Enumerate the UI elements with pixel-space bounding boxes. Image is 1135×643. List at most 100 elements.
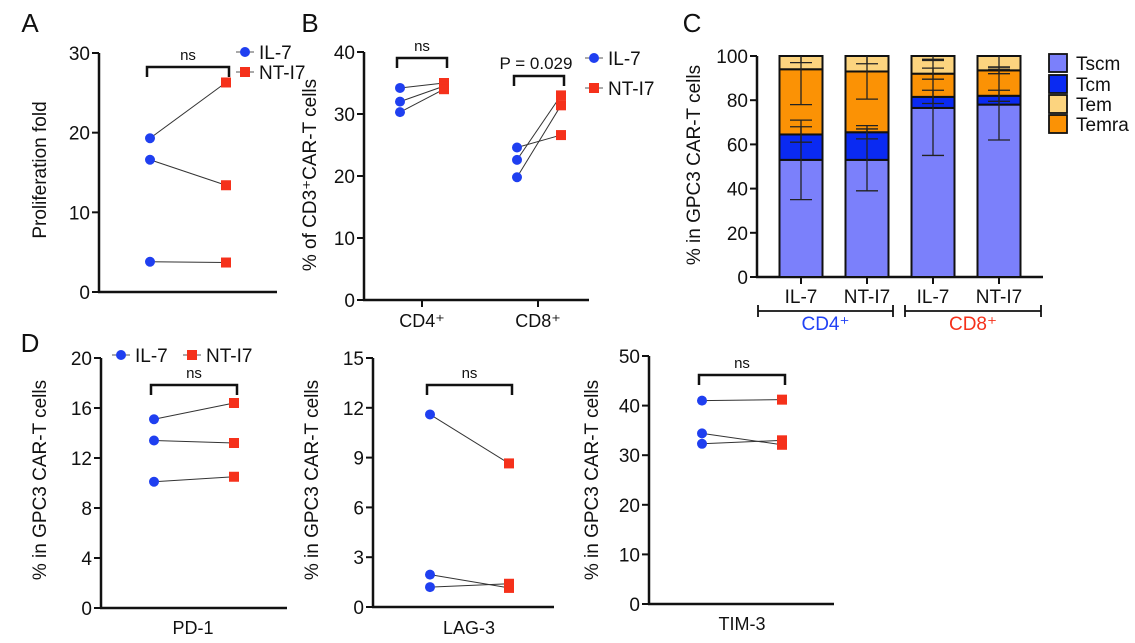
panel-D: D 0 4 8 12 16 20 % in GPC3 CAR-T cells ns PD-1 IL-… bbox=[21, 328, 287, 638]
legend-marker-nti7 bbox=[589, 83, 599, 93]
pair-line bbox=[429, 574, 510, 589]
legend-label: Tem bbox=[1076, 95, 1112, 116]
panel-A: A 0 10 20 30 Proliferation fold ns IL-7NT-I7 bbox=[21, 8, 305, 304]
panel-letter: B bbox=[301, 8, 318, 38]
bar-stack: IL-7 bbox=[910, 55, 956, 308]
legend: IL-7 NT-I7 bbox=[112, 346, 252, 367]
y-axis-label: % in GPC3 CAR-T cells bbox=[30, 380, 51, 580]
pair-line bbox=[149, 159, 227, 186]
significance-label: P = 0.029 bbox=[500, 54, 573, 73]
pair-line bbox=[399, 85, 445, 103]
pair-line bbox=[153, 440, 235, 444]
bar-stack: NT-I7 bbox=[844, 55, 890, 308]
y-tick-label: 10 bbox=[619, 545, 640, 566]
legend-marker-nti7 bbox=[187, 350, 197, 360]
group-0: ns TIM-3 bbox=[697, 355, 787, 634]
legend: IL-7NT-I7 bbox=[585, 49, 654, 100]
point-nti7 bbox=[556, 130, 566, 141]
legend-label: NT-I7 bbox=[206, 346, 252, 367]
x-tick-label: NT-I7 bbox=[976, 287, 1022, 308]
group-0: ns bbox=[145, 47, 231, 268]
bar-stack: IL-7 bbox=[778, 55, 824, 308]
y-axis-label: % in GPC3 CAR-T cells bbox=[684, 65, 705, 265]
y-tick-label: 60 bbox=[727, 135, 748, 156]
pair-line bbox=[701, 432, 783, 446]
x-axis-label: LAG-3 bbox=[443, 618, 495, 638]
y-tick-label: 20 bbox=[619, 496, 640, 517]
pair-line bbox=[399, 88, 445, 113]
point-nti7 bbox=[229, 398, 239, 408]
significance-bracket bbox=[145, 65, 231, 77]
point-il7 bbox=[697, 395, 707, 406]
y-tick-label: 40 bbox=[727, 180, 748, 201]
y-tick-label: 30 bbox=[334, 105, 355, 126]
point-il7 bbox=[149, 476, 159, 487]
y-axis-label: % in GPC3 CAR-T cells bbox=[582, 380, 603, 580]
point-il7 bbox=[425, 409, 435, 420]
point-il7 bbox=[512, 172, 522, 183]
point-il7 bbox=[512, 142, 522, 153]
point-il7 bbox=[149, 435, 159, 446]
significance-label: ns bbox=[462, 365, 478, 382]
pair-line bbox=[153, 402, 235, 420]
point-nti7 bbox=[439, 84, 449, 95]
pair-line bbox=[153, 476, 235, 483]
legend-label: Tscm bbox=[1076, 54, 1120, 75]
legend-swatch bbox=[1048, 94, 1068, 114]
group-label: CD8⁺ bbox=[949, 314, 997, 335]
y-tick-label: 3 bbox=[353, 548, 364, 569]
point-il7 bbox=[145, 256, 155, 267]
x-axis-label: PD-1 bbox=[172, 618, 213, 638]
y-tick-label: 0 bbox=[353, 598, 364, 619]
y-tick-label: 0 bbox=[737, 268, 748, 289]
y-tick-label: 0 bbox=[344, 291, 355, 312]
point-nti7 bbox=[221, 257, 231, 268]
pair-line bbox=[701, 439, 783, 445]
point-il7 bbox=[512, 154, 522, 165]
legend-swatch bbox=[1048, 53, 1068, 73]
legend: IL-7NT-I7 bbox=[236, 43, 305, 84]
pair-line bbox=[516, 95, 562, 161]
y-tick-label: 0 bbox=[79, 283, 90, 304]
y-tick-label: 30 bbox=[69, 44, 90, 65]
panel-C: C 0 20 40 60 80 100 % in GPC3 CAR-T cells IL-7 NT… bbox=[683, 8, 1130, 335]
point-il7 bbox=[395, 96, 405, 107]
group-bracket bbox=[757, 305, 894, 317]
point-il7 bbox=[697, 428, 707, 439]
significance-bracket bbox=[395, 56, 449, 68]
y-axis-label: % in GPC3 CAR-T cells bbox=[302, 380, 323, 580]
x-tick-label: IL-7 bbox=[785, 287, 818, 308]
significance-label: ns bbox=[734, 355, 750, 372]
point-nti7 bbox=[221, 180, 231, 191]
point-il7 bbox=[697, 438, 707, 449]
significance-bracket bbox=[697, 373, 787, 385]
legend-swatch bbox=[1048, 114, 1068, 134]
y-tick-label: 30 bbox=[619, 446, 640, 467]
point-nti7 bbox=[221, 77, 231, 88]
pair-line bbox=[149, 82, 227, 139]
point-il7 bbox=[395, 82, 405, 93]
y-tick-label: 10 bbox=[334, 229, 355, 250]
group-label: CD4⁺ bbox=[801, 314, 849, 335]
y-tick-label: 12 bbox=[343, 399, 364, 420]
pair-line bbox=[399, 82, 445, 89]
point-il7 bbox=[395, 107, 405, 118]
x-tick-label: NT-I7 bbox=[844, 287, 890, 308]
legend-label: IL-7 bbox=[135, 346, 168, 367]
significance-bracket bbox=[425, 383, 514, 395]
legend-label: IL-7 bbox=[608, 49, 641, 70]
bar-stack: NT-I7 bbox=[976, 55, 1022, 308]
y-tick-label: 80 bbox=[727, 91, 748, 112]
y-tick-label: 8 bbox=[81, 499, 92, 520]
legend-swatch bbox=[1048, 74, 1068, 94]
point-il7 bbox=[425, 569, 435, 580]
group-1: P = 0.029 CD8⁺ bbox=[500, 54, 573, 331]
y-tick-label: 20 bbox=[727, 224, 748, 245]
point-nti7 bbox=[777, 435, 787, 446]
y-tick-label: 10 bbox=[69, 203, 90, 224]
point-nti7 bbox=[229, 438, 239, 448]
y-tick-label: 40 bbox=[619, 397, 640, 418]
